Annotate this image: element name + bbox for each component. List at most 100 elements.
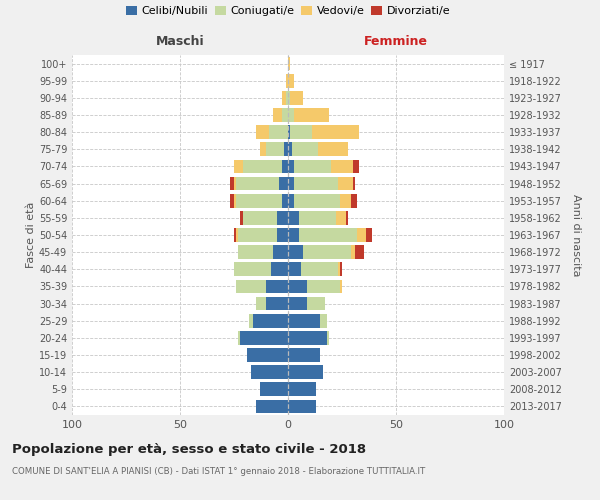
Bar [234,194,236,207]
Bar [281,160,288,173]
Bar [266,296,288,310]
Bar [295,160,331,173]
Bar [312,126,359,139]
Bar [307,280,340,293]
Text: Femmine: Femmine [364,35,428,48]
Bar [273,246,288,259]
Bar [288,366,323,379]
Text: Maschi: Maschi [155,35,205,48]
Bar [281,108,288,122]
Bar [277,228,288,242]
Bar [290,91,303,104]
Bar [288,176,295,190]
Bar [234,262,271,276]
Bar [301,262,338,276]
Bar [353,160,359,173]
Bar [234,176,236,190]
Bar [286,74,288,88]
Bar [236,280,266,293]
Bar [350,246,355,259]
Text: Popolazione per età, sesso e stato civile - 2018: Popolazione per età, sesso e stato civil… [12,442,366,456]
Bar [288,126,290,139]
Bar [299,228,357,242]
Bar [286,91,288,104]
Bar [280,176,288,190]
Bar [238,246,273,259]
Bar [295,108,329,122]
Bar [288,280,307,293]
Bar [307,296,325,310]
Bar [266,280,288,293]
Text: COMUNE DI SANT'ELIA A PIANISI (CB) - Dati ISTAT 1° gennaio 2018 - Elaborazione T: COMUNE DI SANT'ELIA A PIANISI (CB) - Dat… [12,468,425,476]
Bar [256,400,288,413]
Bar [288,211,299,224]
Bar [346,211,349,224]
Bar [288,296,307,310]
Bar [230,194,234,207]
Bar [281,91,286,104]
Bar [288,228,299,242]
Bar [303,246,350,259]
Bar [273,108,281,122]
Bar [318,142,349,156]
Y-axis label: Fasce di età: Fasce di età [26,202,36,268]
Bar [295,194,340,207]
Bar [234,160,242,173]
Legend: Celibi/Nubili, Coniugati/e, Vedovi/e, Divorziati/e: Celibi/Nubili, Coniugati/e, Vedovi/e, Di… [121,2,455,20]
Bar [338,262,340,276]
Bar [247,348,288,362]
Bar [353,176,355,190]
Bar [260,142,266,156]
Bar [288,108,295,122]
Bar [238,228,277,242]
Bar [350,194,357,207]
Bar [236,228,238,242]
Bar [251,366,288,379]
Bar [288,348,320,362]
Bar [284,142,288,156]
Bar [266,142,284,156]
Bar [335,211,346,224]
Bar [340,280,342,293]
Bar [260,382,288,396]
Bar [357,228,366,242]
Bar [340,194,350,207]
Bar [288,56,290,70]
Bar [234,228,236,242]
Bar [236,194,281,207]
Bar [288,142,292,156]
Bar [230,176,234,190]
Bar [281,194,288,207]
Bar [295,176,338,190]
Y-axis label: Anni di nascita: Anni di nascita [571,194,581,276]
Bar [288,331,327,344]
Bar [277,211,288,224]
Bar [288,160,295,173]
Bar [292,142,318,156]
Bar [241,211,242,224]
Bar [238,331,241,344]
Bar [288,246,303,259]
Bar [288,91,290,104]
Bar [288,262,301,276]
Bar [331,160,353,173]
Bar [355,246,364,259]
Bar [253,314,288,328]
Bar [241,331,288,344]
Bar [242,160,281,173]
Bar [288,314,320,328]
Bar [288,382,316,396]
Bar [256,296,266,310]
Bar [242,211,277,224]
Bar [249,314,253,328]
Bar [288,400,316,413]
Bar [327,331,329,344]
Bar [269,126,288,139]
Bar [340,262,342,276]
Bar [299,211,335,224]
Bar [256,126,269,139]
Bar [290,126,312,139]
Bar [320,314,327,328]
Bar [366,228,372,242]
Bar [271,262,288,276]
